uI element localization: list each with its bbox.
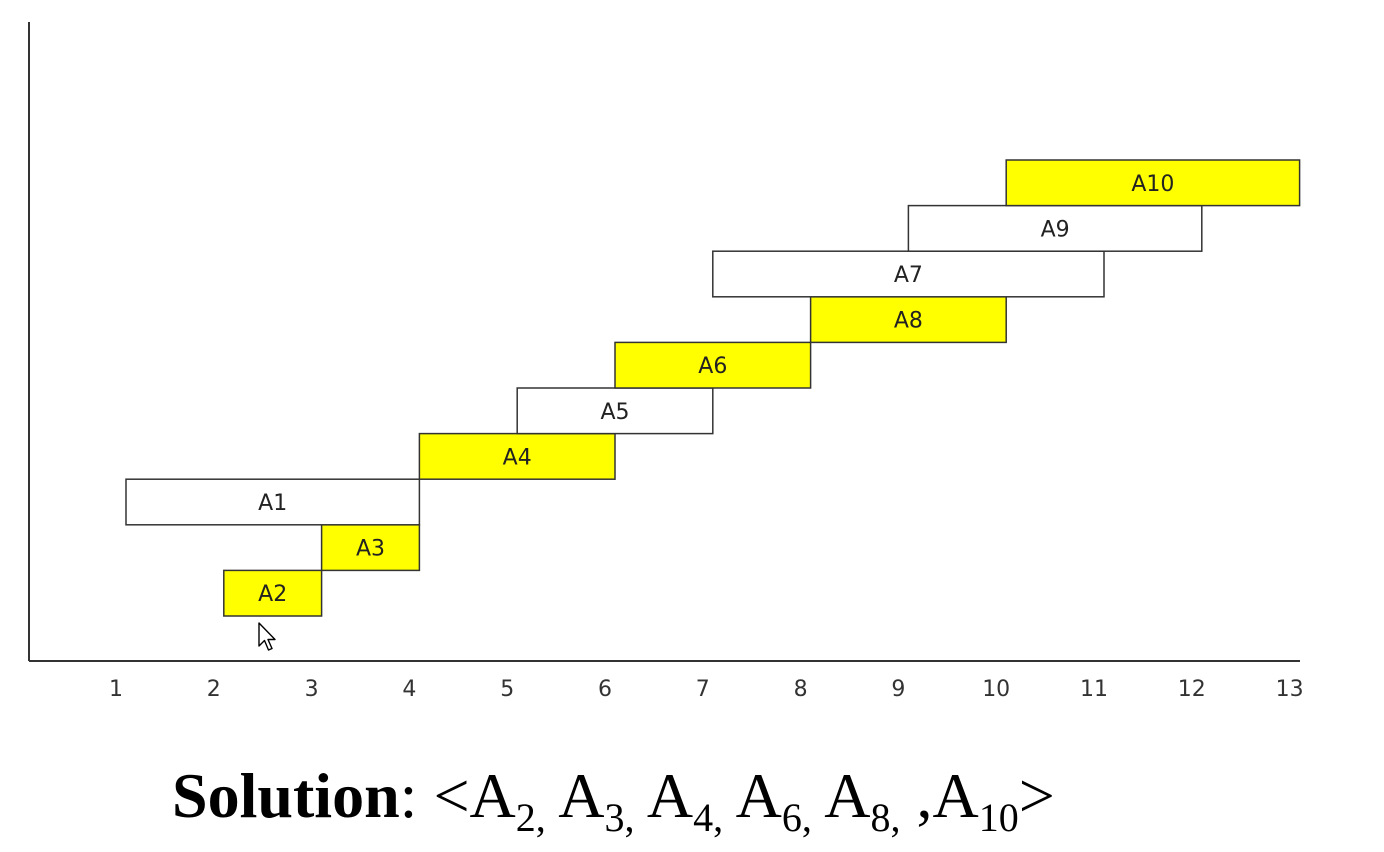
- activity-label-a7: A7: [894, 263, 923, 288]
- activity-rect-a5: [516, 387, 714, 435]
- activity-bar-a2: A2: [223, 569, 323, 617]
- activity-bar-a5: A5: [516, 387, 714, 435]
- solution-item-subscript: 4,: [693, 795, 724, 840]
- x-tick-label: 10: [982, 677, 1010, 702]
- solution-item-subscript: 8,: [870, 795, 901, 840]
- solution-item: A8, ,: [824, 760, 933, 840]
- activity-rect-a8: [809, 296, 1007, 344]
- activity-rect-a6: [614, 341, 812, 389]
- activity-bar-a1: A1: [125, 478, 421, 526]
- solution-label: Solution: [172, 760, 400, 831]
- activity-bars: A2 A3 A1 A4 A5 A6 A8 A7 A9 A10: [125, 159, 1301, 617]
- activity-label-a4: A4: [503, 445, 532, 470]
- x-tick-label: 12: [1178, 677, 1206, 702]
- x-tick-label: 6: [598, 677, 612, 702]
- x-tick-label: 2: [207, 677, 221, 702]
- x-tick-labels: 1 2 3 4 5 6 7 8 9 10 11 12 13: [109, 677, 1304, 702]
- activity-bar-a6: A6: [614, 341, 812, 389]
- activity-label-a1: A1: [258, 491, 287, 516]
- x-tick-label: 8: [794, 677, 808, 702]
- solution-item: A10: [932, 760, 1019, 840]
- solution-item: A4,: [646, 760, 724, 840]
- mouse-pointer-icon: [258, 622, 276, 651]
- activity-bar-a3: A3: [320, 524, 421, 572]
- activity-rect-a10: [1005, 159, 1301, 207]
- activity-bar-a4: A4: [418, 432, 616, 480]
- solution-item-subscript: 2,: [515, 795, 546, 840]
- activity-label-a2: A2: [258, 582, 287, 607]
- activity-label-a5: A5: [600, 400, 629, 425]
- x-tick-label: 5: [500, 677, 514, 702]
- activity-bar-a10: A10: [1005, 159, 1301, 207]
- solution-open-bracket: <: [433, 760, 470, 831]
- solution-item: A2,: [469, 760, 546, 840]
- solution-item: A6,: [735, 760, 812, 840]
- x-tick-label: 4: [402, 677, 416, 702]
- solution-item-subscript: 10: [978, 795, 1019, 840]
- x-tick-label: 9: [891, 677, 905, 702]
- solution-line: Solution: <A2, A3, A4, A6, A8, ,A10>: [172, 764, 1055, 838]
- x-tick-label: 3: [305, 677, 319, 702]
- x-tick-label: 11: [1080, 677, 1108, 702]
- solution-item-subscript: 3,: [604, 795, 635, 840]
- x-tick-label: 13: [1276, 677, 1304, 702]
- activity-rect-a1: [125, 478, 421, 526]
- activity-label-a3: A3: [356, 537, 385, 562]
- activity-label-a8: A8: [894, 309, 923, 334]
- solution-items: A2, A3, A4, A6, A8, ,A10: [469, 760, 1019, 840]
- x-tick-label: 1: [109, 677, 123, 702]
- activity-label-a9: A9: [1041, 217, 1070, 242]
- x-tick-label: 7: [696, 677, 710, 702]
- solution-separator: :: [399, 760, 434, 831]
- solution-item: A3,: [558, 760, 635, 840]
- activity-bar-a7: A7: [712, 250, 1105, 298]
- activity-label-a6: A6: [698, 354, 727, 379]
- solution-item-subscript: 6,: [781, 795, 812, 840]
- activity-bar-a8: A8: [809, 296, 1007, 344]
- activity-rect-a9: [907, 204, 1203, 252]
- activity-rect-a4: [418, 432, 616, 480]
- activity-bar-a9: A9: [907, 204, 1203, 252]
- activity-label-a10: A10: [1131, 172, 1174, 197]
- activity-rect-a7: [712, 250, 1105, 298]
- solution-close-bracket: >: [1018, 760, 1055, 831]
- activity-rect-a2: [223, 569, 323, 617]
